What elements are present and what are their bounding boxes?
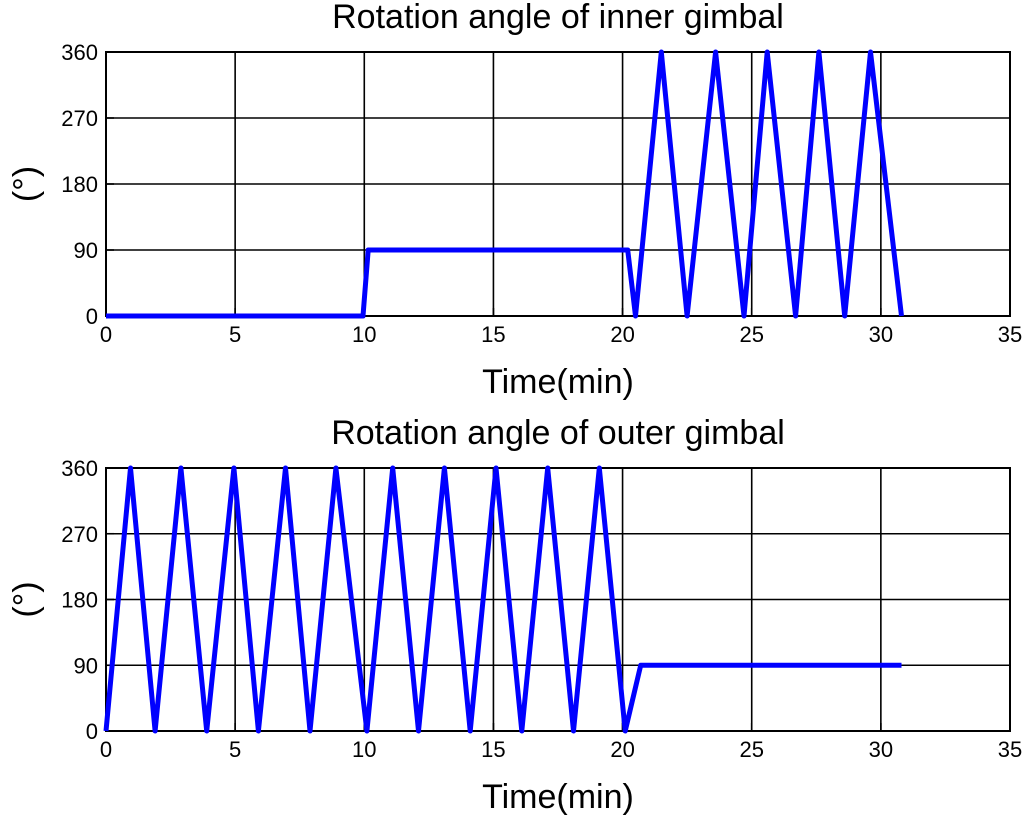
y-tick-label: 180: [61, 172, 98, 197]
y-tick-label: 90: [74, 238, 98, 263]
y-tick-label: 0: [86, 304, 98, 329]
x-axis-label: Time(min): [482, 778, 634, 816]
x-tick-label: 30: [869, 322, 893, 347]
x-tick-label: 35: [998, 737, 1022, 762]
chart-title: Rotation angle of inner gimbal: [332, 0, 784, 36]
y-tick-label: 270: [61, 522, 98, 547]
y-tick-label: 270: [61, 106, 98, 131]
x-tick-label: 0: [100, 322, 112, 347]
y-tick-label: 360: [61, 456, 98, 481]
chart-outer-gimbal: 0 5 10 15 20 25 30 35 0 90 180 270 360 Rotation angl…: [7, 414, 1022, 816]
ticks: 0 5 10 15 20 25 30 35 0 90 180 270 360: [61, 40, 1022, 347]
x-tick-label: 30: [869, 737, 893, 762]
series-layer: [106, 49, 904, 319]
x-tick-label: 35: [998, 322, 1022, 347]
grid: [106, 468, 1010, 731]
x-tick-label: 15: [481, 322, 505, 347]
x-axis-label: Time(min): [482, 363, 634, 401]
x-tick-label: 20: [610, 322, 634, 347]
x-tick-label: 15: [481, 737, 505, 762]
chart-inner-gimbal: 0 5 10 15 20 25 30 35 0 90 180 270 360 Rotation angl…: [7, 0, 1022, 401]
y-axis-label: (°): [7, 581, 45, 617]
x-tick-label: 0: [100, 737, 112, 762]
x-tick-label: 10: [352, 322, 376, 347]
y-tick-label: 360: [61, 40, 98, 65]
chart-title: Rotation angle of outer gimbal: [331, 414, 785, 452]
x-tick-label: 5: [229, 737, 241, 762]
grid: [106, 52, 1010, 316]
y-axis-label: (°): [7, 166, 45, 202]
y-tick-label: 0: [86, 719, 98, 744]
y-tick-label: 90: [74, 653, 98, 678]
x-tick-label: 25: [739, 322, 763, 347]
x-tick-label: 10: [352, 737, 376, 762]
series-line: [106, 49, 904, 319]
y-tick-label: 180: [61, 588, 98, 613]
series-layer: [103, 465, 902, 734]
ticks: 0 5 10 15 20 25 30 35 0 90 180 270 360: [61, 456, 1022, 762]
series-line: [103, 465, 902, 734]
x-tick-label: 20: [610, 737, 634, 762]
x-tick-label: 25: [739, 737, 763, 762]
x-tick-label: 5: [229, 322, 241, 347]
